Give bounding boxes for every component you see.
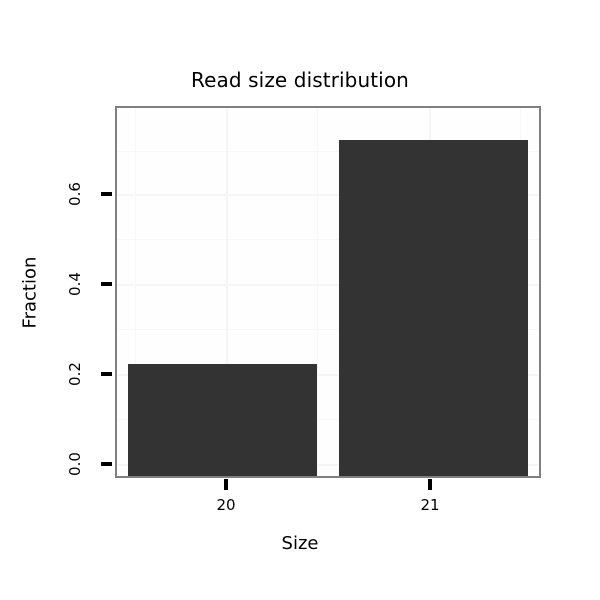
ytick-mark-0.4	[101, 282, 112, 286]
gridline-x-minor-20.5	[317, 108, 318, 476]
ytick-label-0.6: 0.6	[66, 182, 84, 206]
x-axis-label: Size	[281, 533, 319, 554]
plot-panel-inner	[117, 108, 539, 476]
gridline-y-major-0.4	[117, 284, 539, 286]
gridline-y-major-0.6	[117, 194, 539, 196]
chart-title: Read size distribution	[191, 68, 409, 92]
gridline-y-major-0.0	[117, 464, 539, 466]
xtick-label-21: 21	[420, 496, 440, 514]
gridline-y-major-0.2	[117, 374, 539, 376]
y-axis-label: Fraction	[19, 256, 41, 329]
gridline-x-minor-19.5	[135, 108, 136, 476]
gridline-x-major-20	[226, 108, 228, 476]
gridline-y-minor-0.1	[117, 419, 539, 420]
xtick-mark-21	[428, 479, 432, 490]
ytick-label-0.2: 0.2	[66, 362, 84, 386]
ytick-mark-0.6	[101, 192, 112, 196]
bar-20	[127, 364, 318, 476]
xtick-label-20: 20	[216, 496, 236, 514]
bar-21	[338, 139, 529, 476]
ytick-label-0.4: 0.4	[66, 272, 84, 296]
ytick-label-0.0: 0.0	[66, 452, 84, 476]
gridline-y-minor-0.3	[117, 329, 539, 330]
ytick-mark-0.2	[101, 372, 112, 376]
xtick-mark-20	[224, 479, 228, 490]
plot-panel	[115, 106, 541, 478]
gridline-y-minor-0.7	[117, 151, 539, 152]
ytick-mark-0.0	[101, 462, 112, 466]
gridline-y-minor-0.5	[117, 239, 539, 240]
